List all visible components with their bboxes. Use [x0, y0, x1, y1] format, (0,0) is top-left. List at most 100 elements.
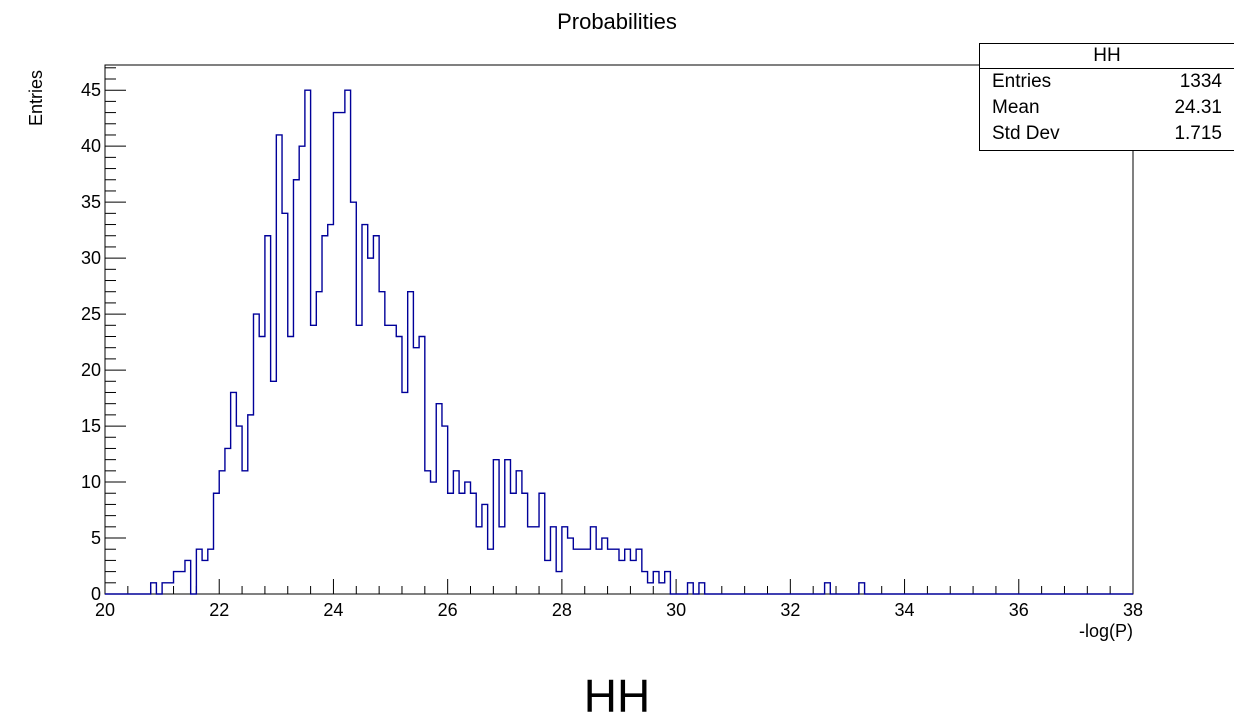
y-tick-label: 40: [81, 136, 101, 156]
y-tick-label: 0: [91, 584, 101, 604]
histogram-bin: [391, 325, 397, 594]
histogram-bin: [659, 583, 665, 594]
histogram-bin: [242, 471, 248, 594]
y-tick-label: 20: [81, 360, 101, 380]
plot-frame: [104, 64, 1134, 595]
histogram-bin: [859, 583, 865, 594]
histogram-bin: [556, 572, 562, 594]
histogram-bin: [282, 213, 288, 594]
histogram-bin: [642, 572, 648, 594]
histogram-bin: [442, 426, 448, 594]
histogram-bin: [185, 560, 191, 594]
y-tick-label: 5: [91, 528, 101, 548]
histogram-bin: [568, 538, 574, 594]
histogram-bin: [550, 527, 556, 594]
histogram-bin: [271, 381, 277, 594]
histogram-bin: [339, 113, 345, 594]
histogram-bin: [214, 493, 220, 594]
y-tick-label: 45: [81, 80, 101, 100]
histogram-bin: [499, 527, 505, 594]
histogram-bin: [608, 549, 614, 594]
stats-value: 1334: [1179, 71, 1222, 92]
histogram-bin: [636, 549, 642, 594]
histogram-bin: [522, 493, 528, 594]
histogram-bin: [288, 336, 294, 594]
histogram-bin: [322, 236, 328, 594]
histogram-bin: [231, 392, 237, 594]
histogram-bin: [602, 538, 608, 594]
histogram-bin: [248, 415, 254, 594]
histogram-bin: [425, 471, 431, 594]
histogram-bin: [665, 572, 671, 594]
histogram-bin: [465, 482, 471, 594]
histogram-bin: [630, 560, 636, 594]
stats-value: 1.715: [1174, 123, 1222, 144]
x-tick-label: 22: [209, 600, 229, 620]
histogram-bin: [253, 314, 259, 594]
histogram-bin: [653, 572, 659, 594]
stats-label: Mean: [992, 97, 1040, 118]
histogram-bin: [590, 527, 596, 594]
histogram-bin: [413, 348, 419, 594]
x-tick-label: 28: [552, 600, 572, 620]
x-tick-label: 30: [666, 600, 686, 620]
histogram-bin: [276, 135, 282, 594]
histogram-bin: [613, 549, 619, 594]
histogram-bin: [236, 426, 242, 594]
histogram-bin: [476, 527, 482, 594]
histogram-bin: [825, 583, 831, 594]
y-tick-label: 25: [81, 304, 101, 324]
histogram-bin: [168, 583, 174, 594]
histogram-bin: [328, 225, 334, 594]
x-axis-label: -log(P): [1079, 621, 1133, 641]
histogram-bin: [528, 527, 534, 594]
histogram-bin: [174, 572, 180, 594]
histogram-bin: [596, 549, 602, 594]
stats-row-mean: Mean 24.31: [980, 95, 1234, 121]
y-axis-label: Entries: [26, 70, 46, 126]
histogram-bin: [448, 493, 454, 594]
histogram-bin: [311, 325, 317, 594]
histogram-bin: [196, 549, 202, 594]
histogram-bin: [688, 583, 694, 594]
histogram-bin: [436, 404, 442, 594]
histogram-bin: [362, 225, 368, 594]
histogram-bin: [510, 493, 516, 594]
histogram-bin: [402, 392, 408, 594]
histogram-bin: [562, 527, 568, 594]
histogram-bin: [151, 583, 157, 594]
histogram-bin: [305, 90, 311, 594]
histogram-bin: [431, 482, 437, 594]
histogram-bin: [488, 549, 494, 594]
histogram-bin: [533, 527, 539, 594]
x-tick-label: 26: [438, 600, 458, 620]
histogram-bin: [699, 583, 705, 594]
histogram-bin: [219, 471, 225, 594]
histogram-bin: [396, 336, 402, 594]
y-tick-label: 15: [81, 416, 101, 436]
histogram-bin: [493, 460, 499, 594]
histogram-bin: [459, 493, 465, 594]
histogram-bin: [505, 460, 511, 594]
stats-box: HH Entries 1334 Mean 24.31 Std Dev 1.715: [979, 43, 1234, 151]
stats-row-entries: Entries 1334: [980, 69, 1234, 95]
histogram-bin: [356, 325, 362, 594]
histogram-bin: [179, 572, 185, 594]
histogram-bin: [265, 236, 271, 594]
histogram-bin: [293, 180, 299, 594]
histogram-bin: [345, 90, 351, 594]
histogram-bin: [333, 113, 339, 594]
y-tick-label: 10: [81, 472, 101, 492]
histogram-bin: [573, 549, 579, 594]
stats-label: Std Dev: [992, 123, 1060, 144]
histogram-bin: [202, 560, 208, 594]
y-tick-label: 30: [81, 248, 101, 268]
footer-label: HH: [583, 670, 651, 722]
histogram-bin: [516, 471, 522, 594]
histogram-bin: [419, 336, 425, 594]
x-tick-label: 34: [895, 600, 915, 620]
histogram-bin: [259, 336, 265, 594]
y-tick-label: 35: [81, 192, 101, 212]
chart-title: Probabilities: [557, 9, 677, 34]
histogram-bin: [162, 583, 168, 594]
